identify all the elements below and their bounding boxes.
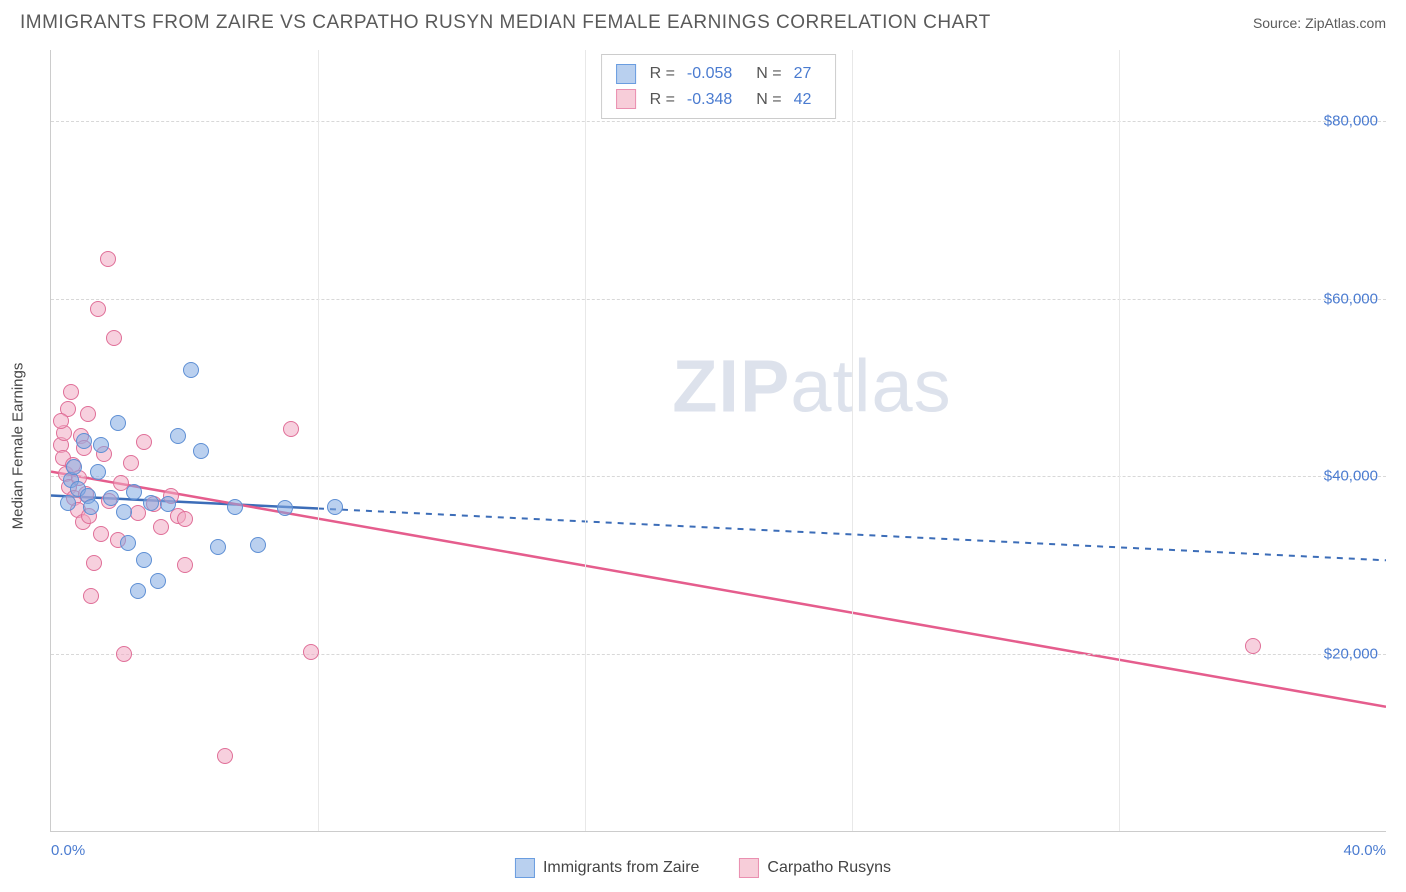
scatter-point <box>250 537 266 553</box>
scatter-point <box>93 526 109 542</box>
scatter-point <box>183 362 199 378</box>
scatter-point <box>126 484 142 500</box>
scatter-point <box>86 555 102 571</box>
chart-plot-area: ZIPatlas R = -0.058 N = 27 R = -0.348 N = 42 $2… <box>50 50 1386 832</box>
y-tick-label: $80,000 <box>1324 113 1378 130</box>
trend-line <box>51 472 1386 707</box>
series-legend-item: Immigrants from Zaire <box>515 858 699 878</box>
r-value: -0.058 <box>687 61 732 87</box>
scatter-point <box>303 644 319 660</box>
scatter-point <box>210 539 226 555</box>
gridline-vertical <box>1119 50 1120 831</box>
series-legend-item: Carpatho Rusyns <box>739 858 891 878</box>
scatter-point <box>83 499 99 515</box>
x-tick-label: 40.0% <box>1343 842 1386 859</box>
scatter-point <box>177 557 193 573</box>
scatter-point <box>170 428 186 444</box>
r-label: R = <box>650 61 675 87</box>
legend-swatch <box>616 64 636 84</box>
scatter-point <box>177 511 193 527</box>
scatter-point <box>1245 638 1261 654</box>
n-label: N = <box>756 87 781 113</box>
scatter-point <box>106 330 122 346</box>
y-tick-label: $60,000 <box>1324 290 1378 307</box>
scatter-point <box>327 499 343 515</box>
y-tick-label: $20,000 <box>1324 645 1378 662</box>
scatter-point <box>90 301 106 317</box>
scatter-point <box>193 443 209 459</box>
scatter-point <box>150 573 166 589</box>
scatter-point <box>83 588 99 604</box>
chart-header: IMMIGRANTS FROM ZAIRE VS CARPATHO RUSYN … <box>0 0 1406 42</box>
scatter-point <box>63 384 79 400</box>
scatter-point <box>93 437 109 453</box>
scatter-point <box>120 535 136 551</box>
scatter-point <box>160 496 176 512</box>
scatter-point <box>110 415 126 431</box>
correlation-legend-row: R = -0.058 N = 27 <box>616 61 822 87</box>
gridline-horizontal <box>51 476 1386 477</box>
scatter-point <box>136 434 152 450</box>
scatter-point <box>103 490 119 506</box>
scatter-point <box>90 464 106 480</box>
scatter-point <box>66 459 82 475</box>
watermark-rest: atlas <box>790 344 951 427</box>
correlation-legend: R = -0.058 N = 27 R = -0.348 N = 42 <box>601 54 837 119</box>
scatter-point <box>143 495 159 511</box>
scatter-point <box>116 646 132 662</box>
gridline-horizontal <box>51 299 1386 300</box>
gridline-horizontal <box>51 654 1386 655</box>
y-tick-label: $40,000 <box>1324 468 1378 485</box>
scatter-point <box>130 583 146 599</box>
scatter-point <box>217 748 233 764</box>
n-label: N = <box>756 61 781 87</box>
scatter-point <box>283 421 299 437</box>
source-label: Source: <box>1253 15 1301 31</box>
scatter-point <box>116 504 132 520</box>
x-tick-label: 0.0% <box>51 842 85 859</box>
gridline-horizontal <box>51 121 1386 122</box>
gridline-vertical <box>318 50 319 831</box>
correlation-legend-row: R = -0.348 N = 42 <box>616 87 822 113</box>
r-label: R = <box>650 87 675 113</box>
scatter-point <box>80 406 96 422</box>
chart-title: IMMIGRANTS FROM ZAIRE VS CARPATHO RUSYN … <box>20 12 991 34</box>
scatter-point <box>53 413 69 429</box>
y-axis-title: Median Female Earnings <box>10 363 27 530</box>
trend-lines-layer <box>51 50 1386 831</box>
gridline-vertical <box>852 50 853 831</box>
scatter-point <box>100 251 116 267</box>
series-legend-label: Carpatho Rusyns <box>767 859 891 877</box>
legend-swatch <box>739 858 759 878</box>
scatter-point <box>153 519 169 535</box>
series-legend-label: Immigrants from Zaire <box>543 859 699 877</box>
r-value: -0.348 <box>687 87 732 113</box>
watermark: ZIPatlas <box>672 343 951 428</box>
scatter-point <box>60 495 76 511</box>
source-attribution: Source: ZipAtlas.com <box>1253 15 1386 31</box>
scatter-point <box>227 499 243 515</box>
series-legend: Immigrants from Zaire Carpatho Rusyns <box>515 858 891 878</box>
source-value: ZipAtlas.com <box>1305 15 1386 31</box>
gridline-vertical <box>585 50 586 831</box>
legend-swatch <box>515 858 535 878</box>
scatter-point <box>136 552 152 568</box>
watermark-bold: ZIP <box>672 344 790 427</box>
legend-swatch <box>616 89 636 109</box>
n-value: 42 <box>794 87 812 113</box>
scatter-point <box>277 500 293 516</box>
scatter-point <box>76 433 92 449</box>
scatter-point <box>123 455 139 471</box>
n-value: 27 <box>794 61 812 87</box>
